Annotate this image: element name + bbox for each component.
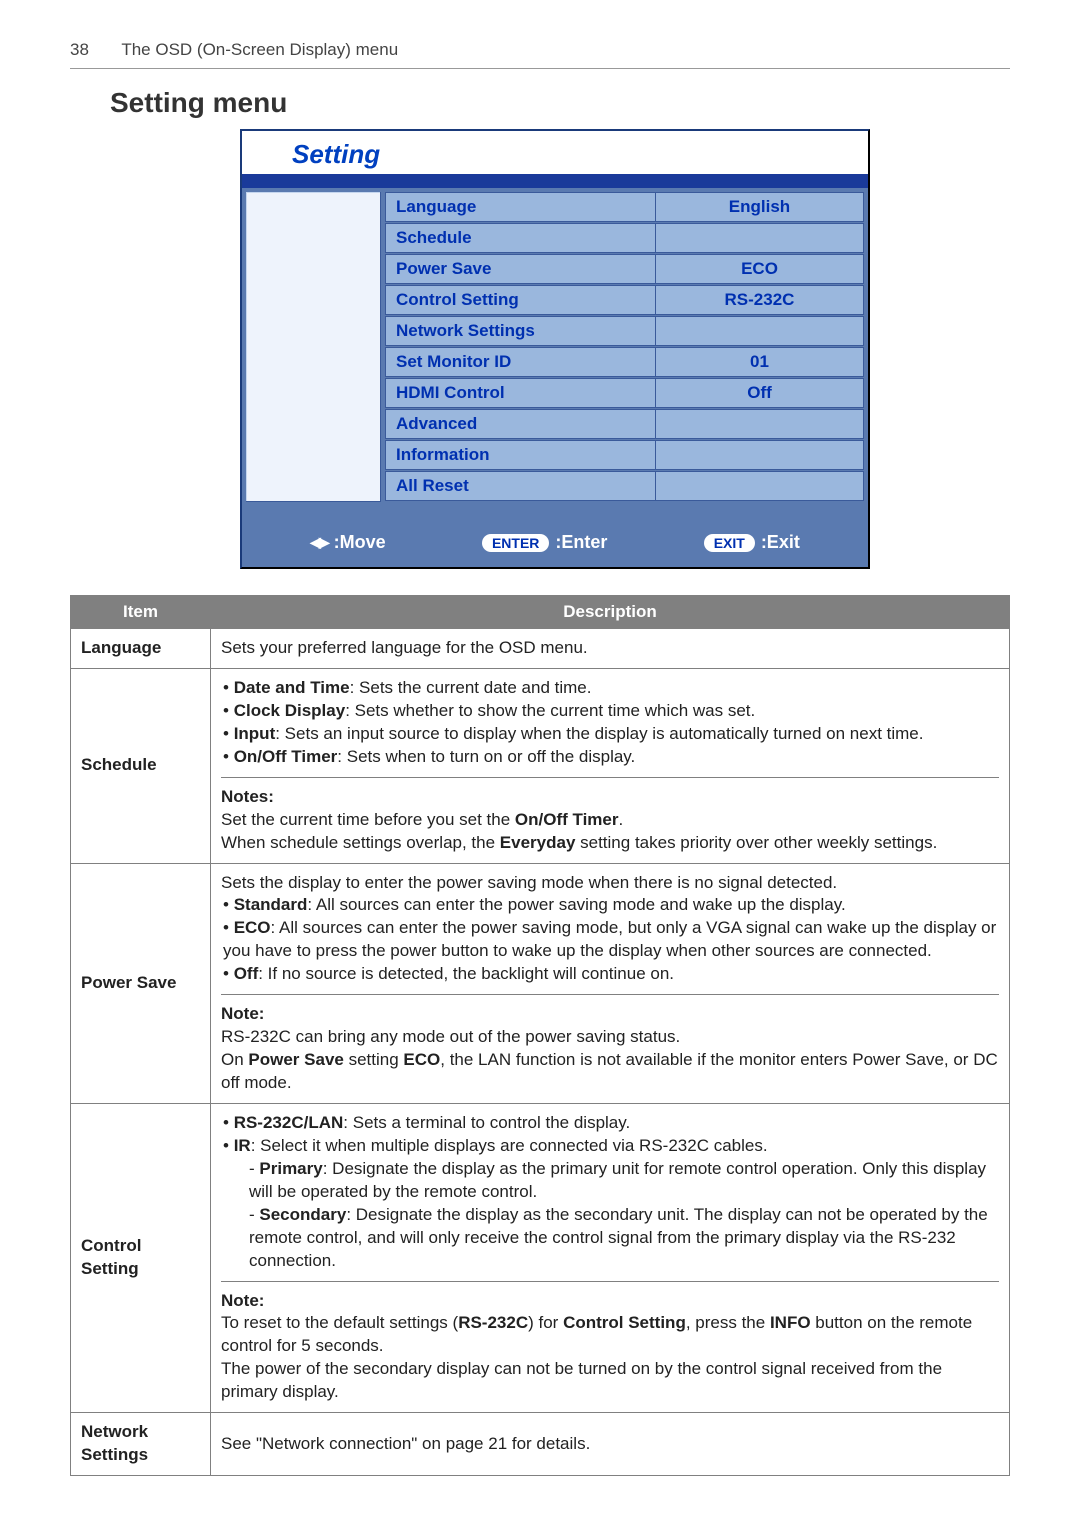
enter-pill: ENTER <box>482 534 549 552</box>
osd-body: Language English Schedule Power Save ECO… <box>242 188 868 518</box>
item-cell: Schedule <box>71 668 211 863</box>
osd-row-information[interactable]: Information <box>385 440 864 470</box>
item-cell: Control Setting <box>71 1103 211 1412</box>
desc-cell: See "Network connection" on page 21 for … <box>211 1413 1010 1476</box>
desc-cell: Date and Time: Sets the current date and… <box>211 668 1010 863</box>
osd-row-hdmicontrol[interactable]: HDMI Control Off <box>385 378 864 408</box>
section-title: Setting menu <box>110 87 1010 119</box>
footer-exit: EXIT :Exit <box>704 532 800 553</box>
col-item: Item <box>71 596 211 629</box>
osd-row-schedule[interactable]: Schedule <box>385 223 864 253</box>
osd-panel: Setting Language English Schedule Power … <box>240 129 870 569</box>
desc-cell: RS-232C/LAN: Sets a terminal to control … <box>211 1103 1010 1412</box>
item-cell: Network Settings <box>71 1413 211 1476</box>
arrow-left-right-icon: ◀▶ <box>310 534 328 551</box>
osd-row-networksettings[interactable]: Network Settings <box>385 316 864 346</box>
osd-row-advanced[interactable]: Advanced <box>385 409 864 439</box>
osd-row-powersave[interactable]: Power Save ECO <box>385 254 864 284</box>
osd-row-label: Schedule <box>386 224 656 252</box>
page-number: 38 <box>70 40 89 59</box>
osd-row-allreset[interactable]: All Reset <box>385 471 864 501</box>
osd-row-label: Control Setting <box>386 286 656 314</box>
exit-pill: EXIT <box>704 534 755 552</box>
item-cell: Language <box>71 629 211 669</box>
osd-side-column <box>246 192 381 502</box>
desc-cell: Sets the display to enter the power savi… <box>211 863 1010 1103</box>
osd-title: Setting <box>242 131 868 174</box>
osd-list: Language English Schedule Power Save ECO… <box>385 192 864 502</box>
osd-row-label: Information <box>386 441 656 469</box>
osd-row-setmonitorid[interactable]: Set Monitor ID 01 <box>385 347 864 377</box>
osd-row-label: Set Monitor ID <box>386 348 656 376</box>
osd-row-value: 01 <box>656 348 863 376</box>
osd-row-label: Advanced <box>386 410 656 438</box>
osd-row-value <box>656 224 863 252</box>
table-row: Network Settings See "Network connection… <box>71 1413 1010 1476</box>
osd-row-label: All Reset <box>386 472 656 500</box>
osd-row-controlsetting[interactable]: Control Setting RS-232C <box>385 285 864 315</box>
footer-exit-label: :Exit <box>761 532 800 553</box>
description-table: Item Description Language Sets your pref… <box>70 595 1010 1476</box>
table-row: Language Sets your preferred language fo… <box>71 629 1010 669</box>
osd-row-label: Language <box>386 193 656 221</box>
page-header-text: The OSD (On-Screen Display) menu <box>121 40 398 59</box>
footer-move: ◀▶ :Move <box>310 532 386 553</box>
osd-row-value <box>656 472 863 500</box>
osd-footer: ◀▶ :Move ENTER :Enter EXIT :Exit <box>242 518 868 567</box>
table-row: Power Save Sets the display to enter the… <box>71 863 1010 1103</box>
osd-row-label: Network Settings <box>386 317 656 345</box>
footer-enter: ENTER :Enter <box>482 532 607 553</box>
osd-row-language[interactable]: Language English <box>385 192 864 222</box>
osd-row-label: HDMI Control <box>386 379 656 407</box>
osd-row-value: Off <box>656 379 863 407</box>
table-row: Control Setting RS-232C/LAN: Sets a term… <box>71 1103 1010 1412</box>
osd-row-value <box>656 410 863 438</box>
osd-row-value: ECO <box>656 255 863 283</box>
page-header: 38 The OSD (On-Screen Display) menu <box>70 40 1010 69</box>
osd-row-value <box>656 317 863 345</box>
footer-move-label: :Move <box>334 532 386 553</box>
item-cell: Power Save <box>71 863 211 1103</box>
table-header-row: Item Description <box>71 596 1010 629</box>
osd-row-label: Power Save <box>386 255 656 283</box>
osd-row-value: English <box>656 193 863 221</box>
col-description: Description <box>211 596 1010 629</box>
osd-row-value: RS-232C <box>656 286 863 314</box>
osd-title-bar <box>242 174 868 188</box>
table-row: Schedule Date and Time: Sets the current… <box>71 668 1010 863</box>
osd-row-value <box>656 441 863 469</box>
footer-enter-label: :Enter <box>555 532 607 553</box>
desc-cell: Sets your preferred language for the OSD… <box>211 629 1010 669</box>
